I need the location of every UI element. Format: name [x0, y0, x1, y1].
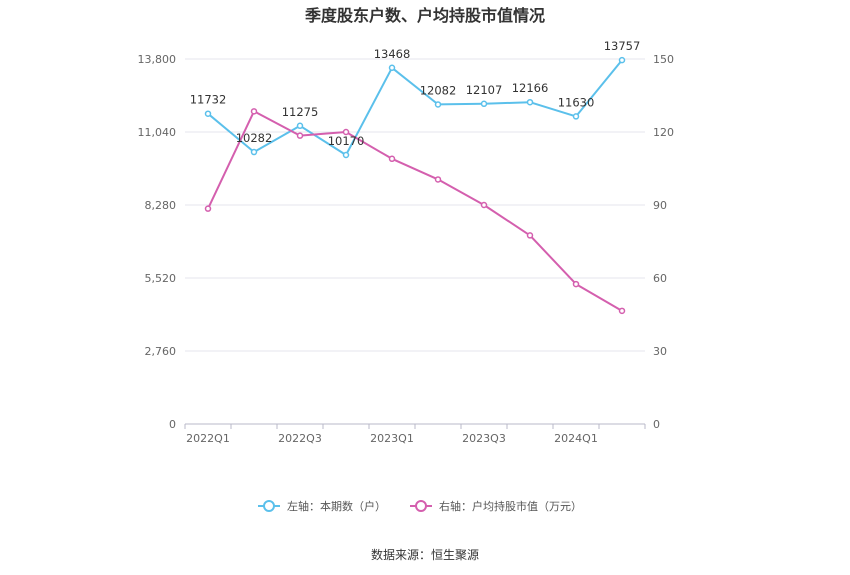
series-1-point — [618, 56, 626, 64]
data-label: 12166 — [512, 81, 549, 95]
data-label: 12082 — [420, 83, 457, 97]
left-axis-tick-label: 8,280 — [145, 199, 177, 212]
series-1-point — [526, 98, 534, 106]
right-axis-tick-label: 150 — [653, 53, 674, 66]
data-labels: 11732 10282 11275 10170 13468 12082 12107 12166… — [190, 39, 641, 148]
data-label: 10170 — [328, 134, 365, 148]
x-axis-tick-label: 2023Q3 — [462, 432, 506, 445]
legend-circle-marker — [415, 500, 427, 512]
series-line-2 — [207, 110, 623, 312]
left-axis-tick-label: 0 — [169, 418, 176, 431]
source-note: 数据来源：恒生聚源 — [371, 547, 479, 562]
series-1-point — [434, 101, 442, 108]
right-axis-tick-label: 90 — [653, 199, 667, 212]
left-axis-tick-label: 13,800 — [138, 53, 177, 66]
data-label: 13757 — [604, 39, 641, 53]
series-1-point — [480, 100, 488, 108]
right-axis-tick-label: 120 — [653, 126, 674, 139]
series-2-point — [204, 205, 212, 212]
series-2-point — [250, 108, 258, 115]
x-axis-tick-label: 2022Q3 — [278, 432, 322, 445]
data-label: 12107 — [466, 83, 503, 97]
legend-circle-marker — [263, 500, 275, 512]
series-2-point — [434, 176, 442, 183]
series-1-point — [572, 113, 580, 120]
series-line-1 — [207, 59, 623, 156]
data-label: 11275 — [282, 105, 319, 119]
right-axis-tick-label: 60 — [653, 272, 667, 285]
series-1-point — [296, 122, 304, 130]
x-axis-tick-label: 2023Q1 — [370, 432, 414, 445]
data-label: 13468 — [374, 47, 411, 61]
data-label: 11732 — [190, 93, 227, 107]
series-1-point — [388, 64, 396, 72]
series-2-point — [342, 128, 350, 136]
x-axis-tick-label: 2022Q1 — [186, 432, 230, 445]
data-label: 10282 — [236, 131, 273, 145]
left-axis-tick-label: 5,520 — [145, 272, 177, 285]
series-1-point — [342, 151, 350, 159]
right-axis-tick-label: 30 — [653, 345, 667, 358]
series-1-point — [250, 148, 258, 156]
series-2-point — [526, 232, 534, 239]
legend: 左轴：本期数（户） 右轴：户均持股市值（万元） — [258, 499, 582, 513]
series-2-point — [296, 132, 304, 139]
series-1-point — [204, 110, 212, 117]
left-axis-tick-label: 11,040 — [138, 126, 177, 139]
data-label: 11630 — [558, 95, 595, 109]
x-axis-tick-label: 2024Q1 — [554, 432, 598, 445]
chart-title: 季度股东户数、户均持股市值情况 — [304, 6, 545, 25]
legend-label: 左轴：本期数（户） — [287, 499, 386, 513]
legend-label: 右轴：户均持股市值（万元） — [439, 499, 582, 513]
right-axis-tick-label: 0 — [653, 418, 660, 431]
axes: 0 0 2,760 30 5,520 60 8,280 90 11,040 120 13,800 15… — [138, 53, 675, 445]
series-2-point — [572, 280, 580, 288]
series-2-point — [618, 307, 626, 315]
left-axis-tick-label: 2,760 — [145, 345, 177, 358]
series-lines — [204, 56, 626, 315]
series-2-point — [388, 155, 396, 163]
series-2-point — [480, 201, 488, 209]
gridlines — [185, 58, 645, 352]
